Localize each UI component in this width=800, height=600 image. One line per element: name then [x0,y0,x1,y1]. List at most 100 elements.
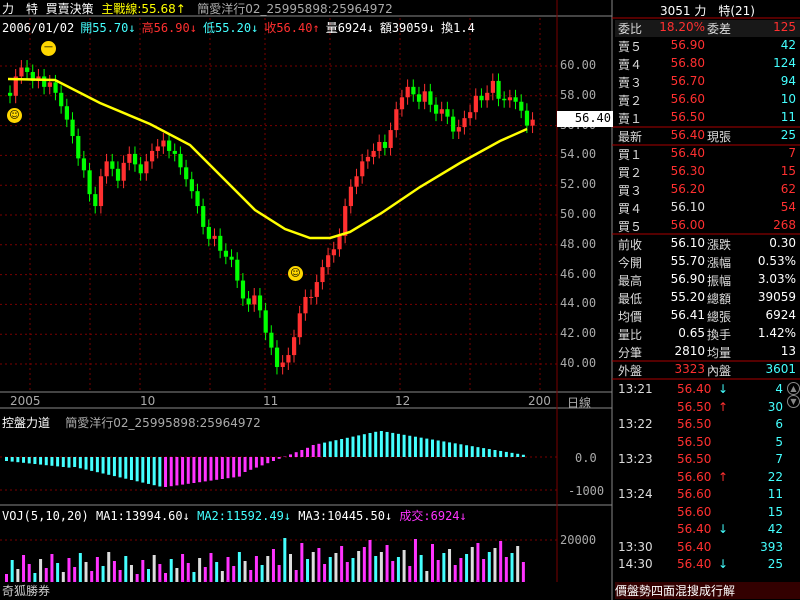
indicator-bar [465,445,469,457]
indicator-bar [311,445,315,457]
scroll-up-icon[interactable]: ▲ [787,382,800,395]
tick-row[interactable]: 13:22 56.50 6 [615,417,800,433]
tick-row[interactable]: 13:24 56.60 11 [615,487,800,503]
order-book-row[interactable]: 賣１ 56.50 11 [615,110,800,127]
order-book-row[interactable]: 買２ 56.30 15 [615,164,800,181]
indicator-bar [431,439,434,457]
volume-bar [391,561,395,582]
inner-label: 內盤 [707,364,732,378]
candle [201,198,206,235]
volume-tick: 20000 [560,533,597,547]
indicator-bar [33,457,37,464]
indicator-bar [232,457,236,478]
stats-row: 今開 55.70 漲幅 0.53% [615,254,800,271]
stat-value: 55.20 [670,290,705,304]
status-bar[interactable]: 價盤勢四面混搜成行解 [615,582,800,599]
indicator-bar [277,457,281,459]
scroll-down-icon[interactable]: ▼ [787,395,800,408]
volume-bar [516,546,520,582]
stat-value: 56.10 [670,236,705,250]
date-value: 2006/01/02 [2,21,75,35]
price-tick: 48.00 [560,236,597,251]
candle [25,60,30,80]
tick-row[interactable]: 13:30 56.40 393 [615,540,800,556]
tick-row[interactable]: 56.50 5 [615,435,800,451]
tick-row[interactable]: 56.60 ↑ 22 [615,470,800,486]
indicator-broker: 簡愛洋行02_25995898:25964972 [65,416,261,430]
tick-arrow-icon: ↓ [718,382,729,396]
indicator-bar [220,457,224,479]
indicator-bar [334,440,338,457]
header-bar: 力 特 買賣決策 主戰線:55.68↑ 簡愛洋行02_25995898:2596… [2,0,393,17]
volume-bar [164,573,168,582]
order-book-row[interactable]: 賣２ 56.60 10 [615,92,800,109]
symbol-name: 力 特 [2,2,39,16]
indicator-bar [396,433,400,457]
level-label: 買１ [618,148,643,162]
volume-bar [33,573,37,582]
order-book-row[interactable]: 買３ 56.20 62 [615,182,800,199]
candle [496,73,501,107]
smiley-icon[interactable]: ☺ [7,108,22,123]
volume-bar [266,556,270,582]
volume-bar [61,572,65,582]
level-label: 買４ [618,202,643,216]
period-label[interactable]: 日線 [567,396,592,410]
candle [502,91,507,108]
tick-row[interactable]: 56.50 ↑ 30 [615,400,800,416]
tick-time: 14:30 [618,557,653,571]
tick-row[interactable]: 56.60 15 [615,505,800,521]
level-price: 56.10 [670,200,705,214]
indicator-bar [129,457,133,480]
stat-label: 振幅 [707,274,732,288]
smiley-icon[interactable]: ☺ [288,266,303,281]
turnover-value: 換1.4 [441,21,475,35]
panel-title: 買賣決策 [45,2,94,16]
candle [218,228,223,259]
tick-row[interactable]: 13:23 56.50 7 [615,452,800,468]
volume-bar [510,553,514,582]
indicator-bar [90,457,94,471]
order-book-row[interactable]: 賣５ 56.90 42 [615,38,800,55]
tick-row[interactable]: 56.40 ↓ 42 [615,522,800,538]
volume-bar [152,555,156,582]
order-book-row[interactable]: 買５ 56.00 268 [615,218,800,235]
indicator-header: 控盤力道 簡愛洋行02_25995898:25964972 [2,414,261,431]
candle [354,168,359,195]
order-book-row[interactable]: 買４ 56.10 54 [615,200,800,217]
candle [93,186,98,214]
indicator-bar [413,436,417,457]
candle [252,288,257,312]
price-tick: 42.00 [560,326,597,341]
candle [371,143,376,165]
indicator-bar [147,457,150,484]
volume-bar [95,557,99,582]
tick-arrow-icon: ↑ [718,469,729,484]
order-book-row[interactable]: 賣３ 56.70 94 [615,74,800,91]
candle [365,149,371,169]
outer-label: 外盤 [618,364,643,378]
stat-value: 39059 [757,290,796,304]
tick-row[interactable]: 13:21 56.40 ↓ 4 [615,382,800,398]
stat-label: 漲跌 [707,238,732,252]
indicator-bar [181,457,185,485]
level-label: 賣５ [618,40,643,54]
indicator-bar [84,457,88,470]
indicator-bar [516,453,520,457]
tick-row[interactable]: 14:30 56.40 ↓ 25 [615,557,800,573]
stat-label: 均量 [707,346,732,360]
order-book-row[interactable]: 買１ 56.40 7 [615,146,800,163]
indicator-bar [107,457,111,475]
candle [292,329,297,363]
indicator-bar [73,457,77,467]
broker-info: 簡愛洋行02_25995898:25964972 [197,2,393,16]
indicator-bar [209,457,213,481]
order-book-row[interactable]: 賣４ 56.80 124 [615,56,800,73]
tick-price: 56.50 [677,434,712,449]
indicator-bar [351,436,355,457]
volume-bar [362,547,366,582]
stat-label: 總額 [707,292,732,306]
level-volume: 54 [780,200,796,214]
candle [280,355,285,375]
